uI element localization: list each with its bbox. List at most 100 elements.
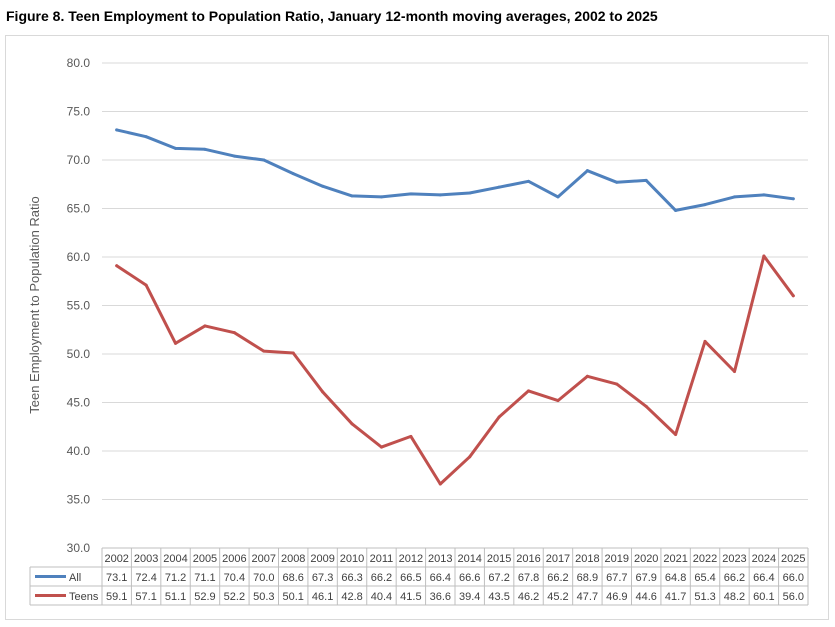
- data-label: 67.2: [488, 572, 509, 584]
- data-label: 45.2: [547, 591, 568, 603]
- data-label: 59.1: [106, 591, 127, 603]
- data-label: 67.7: [606, 572, 627, 584]
- x-tick-label: 2006: [222, 553, 246, 565]
- data-point: [291, 172, 295, 176]
- y-tick-label: 45.0: [67, 396, 91, 410]
- data-label: 70.4: [224, 572, 245, 584]
- data-point: [144, 135, 148, 139]
- data-point: [379, 445, 383, 449]
- y-tick-label: 70.0: [67, 153, 91, 167]
- data-point: [115, 128, 119, 132]
- data-point: [791, 294, 795, 298]
- data-label: 57.1: [135, 591, 156, 603]
- gridlines: [102, 62, 808, 500]
- chart-frame: [5, 35, 829, 620]
- data-point: [203, 324, 207, 328]
- data-point: [232, 331, 236, 335]
- y-tick-label: 55.0: [67, 299, 91, 313]
- y-tick-label: 35.0: [67, 493, 91, 507]
- data-label: 66.2: [371, 572, 392, 584]
- data-label: 66.4: [753, 572, 774, 584]
- data-label: 71.2: [165, 572, 186, 584]
- data-point: [262, 349, 266, 353]
- data-label: 46.9: [606, 591, 627, 603]
- x-tick-label: 2015: [487, 553, 511, 565]
- data-label: 56.0: [783, 591, 804, 603]
- data-point: [321, 390, 325, 394]
- x-tick-label: 2024: [752, 553, 776, 565]
- data-label: 66.2: [547, 572, 568, 584]
- data-point: [585, 374, 589, 378]
- data-label: 70.0: [253, 572, 274, 584]
- data-point: [703, 339, 707, 343]
- x-tick-label: 2012: [399, 553, 423, 565]
- figure-title: Figure 8. Teen Employment to Population …: [6, 8, 658, 24]
- data-label: 41.7: [665, 591, 686, 603]
- data-label: 66.5: [400, 572, 421, 584]
- y-axis-ticks: 30.0 35.0 40.0 45.0 50.0 55.0 60.0 65.0 70.0 75.0…: [67, 56, 91, 555]
- data-point: [203, 147, 207, 151]
- y-tick-label: 40.0: [67, 444, 91, 458]
- data-point: [291, 351, 295, 355]
- data-label: 67.8: [518, 572, 539, 584]
- data-label: 52.2: [224, 591, 245, 603]
- data-point: [350, 422, 354, 426]
- x-tick-label: 2007: [252, 553, 276, 565]
- legend-label: All: [69, 572, 81, 584]
- y-tick-label: 50.0: [67, 347, 91, 361]
- series-line-teens: [115, 254, 795, 486]
- x-tick-label: 2003: [134, 553, 158, 565]
- data-point: [438, 193, 442, 197]
- data-point: [350, 194, 354, 198]
- x-tick-label: 2018: [575, 553, 599, 565]
- data-point: [321, 184, 325, 188]
- data-label: 65.4: [694, 572, 715, 584]
- data-point: [468, 455, 472, 459]
- data-label: 52.9: [194, 591, 215, 603]
- data-label: 41.5: [400, 591, 421, 603]
- legend-label: Teens: [69, 591, 99, 603]
- x-tick-label: 2010: [340, 553, 364, 565]
- data-label: 71.1: [194, 572, 215, 584]
- data-point: [732, 195, 736, 199]
- data-point: [232, 154, 236, 158]
- data-point: [409, 434, 413, 438]
- data-label: 46.1: [312, 591, 333, 603]
- data-label: 68.6: [282, 572, 303, 584]
- data-table: 2002 2003 2004 2005 2006 2007 2008 2009 2010 2011…: [29, 547, 809, 606]
- data-label: 43.5: [488, 591, 509, 603]
- x-tick-label: 2017: [546, 553, 570, 565]
- series-line-all: [115, 128, 795, 212]
- data-point: [703, 203, 707, 207]
- x-tick-label: 2025: [781, 553, 805, 565]
- data-point: [644, 178, 648, 182]
- x-tick-label: 2023: [722, 553, 746, 565]
- data-label: 60.1: [753, 591, 774, 603]
- data-label: 68.9: [577, 572, 598, 584]
- y-tick-label: 65.0: [67, 202, 91, 216]
- data-label: 66.3: [341, 572, 362, 584]
- data-point: [762, 193, 766, 197]
- x-tick-label: 2019: [605, 553, 629, 565]
- y-tick-label: 80.0: [67, 56, 91, 70]
- x-tick-label: 2009: [310, 553, 334, 565]
- x-tick-label: 2004: [163, 553, 187, 565]
- data-point: [409, 192, 413, 196]
- data-point: [556, 399, 560, 403]
- data-point: [438, 482, 442, 486]
- x-tick-label: 2014: [457, 553, 481, 565]
- data-label: 66.4: [430, 572, 451, 584]
- x-tick-label: 2016: [516, 553, 540, 565]
- x-tick-label: 2020: [634, 553, 658, 565]
- data-label: 64.8: [665, 572, 686, 584]
- y-tick-label: 30.0: [67, 541, 91, 555]
- data-label: 46.2: [518, 591, 539, 603]
- data-point: [762, 254, 766, 258]
- x-tick-label: 2013: [428, 553, 452, 565]
- data-label: 39.4: [459, 591, 480, 603]
- data-point: [644, 404, 648, 408]
- data-label: 42.8: [341, 591, 362, 603]
- data-label: 48.2: [724, 591, 745, 603]
- data-label: 40.4: [371, 591, 392, 603]
- data-point: [379, 195, 383, 199]
